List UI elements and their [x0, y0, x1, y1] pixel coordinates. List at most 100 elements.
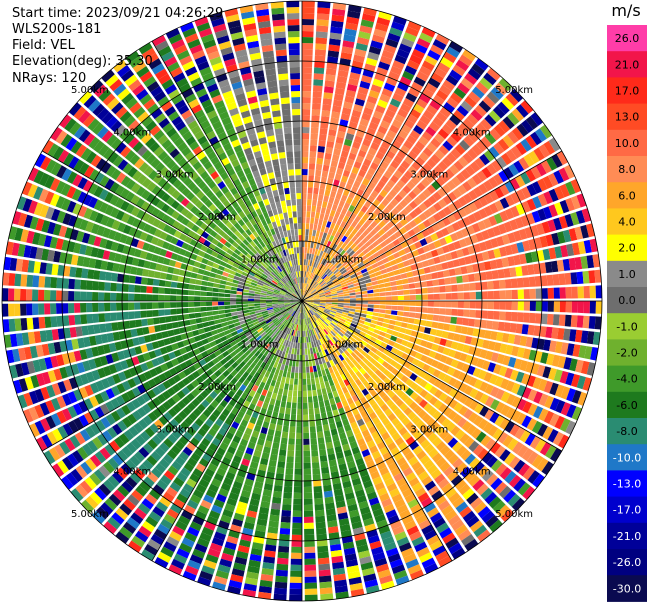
range-gate: [315, 383, 321, 390]
range-gate: [360, 255, 367, 262]
range-gate: [157, 256, 165, 264]
range-gate: [434, 149, 445, 160]
range-gate: [176, 472, 188, 483]
range-gate: [565, 301, 572, 313]
range-gate: [499, 210, 509, 222]
range-gate: [216, 327, 224, 334]
range-gate: [210, 399, 219, 409]
range-gate: [226, 365, 235, 374]
range-gate: [28, 390, 39, 405]
range-gate: [232, 279, 239, 284]
range-gate: [365, 208, 373, 217]
range-gate: [444, 252, 453, 261]
range-gate: [316, 157, 324, 165]
range-gate: [197, 505, 210, 515]
range-gate: [370, 276, 378, 282]
range-gate: [433, 202, 442, 212]
range-gate: [121, 480, 134, 493]
range-gate: [136, 267, 144, 276]
range-gate: [401, 514, 414, 525]
range-gate: [427, 366, 436, 375]
range-gate: [302, 187, 307, 194]
range-gate: [366, 95, 378, 105]
range-gate: [345, 279, 353, 284]
range-gate: [141, 520, 155, 533]
range-gate: [502, 116, 515, 130]
range-gate: [170, 302, 177, 308]
range-gate: [522, 387, 532, 399]
range-gate: [289, 576, 302, 583]
range-gate: [315, 327, 320, 333]
range-gate: [157, 383, 167, 393]
range-gate: [267, 465, 276, 473]
range-gate: [505, 311, 512, 321]
range-gate: [327, 325, 334, 331]
range-gate: [394, 113, 406, 124]
range-gate: [492, 280, 500, 290]
range-gate: [355, 271, 362, 277]
range-gate: [321, 466, 330, 474]
range-gate: [452, 64, 466, 77]
range-gate: [349, 402, 357, 411]
range-gate: [20, 274, 28, 287]
range-gate: [326, 62, 338, 70]
range-gate: [484, 491, 498, 505]
range-gate: [258, 346, 265, 353]
range-gate: [471, 174, 482, 185]
range-gate: [285, 346, 290, 354]
range-gate: [262, 489, 272, 497]
range-gate: [489, 374, 499, 385]
range-gate: [334, 87, 345, 96]
range-gate: [169, 481, 182, 493]
range-gate: [546, 313, 554, 325]
range-gate: [128, 347, 137, 357]
range-gate: [317, 269, 322, 276]
range-gate: [99, 202, 109, 214]
range-gate: [419, 253, 428, 261]
range-gate: [418, 167, 429, 177]
range-gate: [499, 246, 507, 257]
range-gate: [310, 444, 318, 451]
range-gate: [377, 228, 386, 237]
range-gate: [331, 185, 338, 193]
range-gate: [364, 579, 379, 588]
range-gate: [312, 103, 321, 110]
range-gate: [317, 277, 322, 283]
range-gate: [23, 214, 33, 228]
range-gate: [167, 387, 176, 397]
range-gate: [494, 415, 505, 427]
range-gate: [72, 174, 83, 187]
range-gate: [195, 279, 202, 285]
range-gate: [134, 302, 141, 310]
range-gate: [350, 323, 357, 328]
range-gate: [437, 128, 449, 140]
range-gate: [306, 284, 310, 291]
range-gate: [116, 312, 123, 321]
range-gate: [340, 529, 352, 538]
range-gate: [333, 198, 340, 206]
range-gate: [278, 412, 285, 420]
range-gate: [288, 308, 294, 313]
range-gate: [284, 299, 291, 301]
range-gate: [408, 87, 420, 98]
range-gate: [251, 318, 259, 323]
range-gate: [454, 479, 467, 491]
range-gate: [268, 372, 274, 380]
range-gate: [205, 489, 217, 499]
range-gate: [464, 470, 476, 483]
range-gate: [379, 373, 387, 381]
range-gate: [491, 270, 499, 280]
range-gate: [106, 375, 116, 387]
range-gate: [330, 288, 337, 292]
range-gate: [462, 181, 472, 192]
range-gate: [397, 108, 409, 119]
range-gate: [385, 344, 393, 352]
range-gate: [314, 275, 319, 281]
range-gate: [454, 127, 466, 139]
range-gate: [380, 120, 391, 130]
range-gate: [303, 330, 306, 337]
range-gate: [483, 72, 497, 86]
range-gate: [338, 331, 344, 337]
range-gate: [398, 189, 408, 199]
range-gate: [515, 323, 523, 334]
